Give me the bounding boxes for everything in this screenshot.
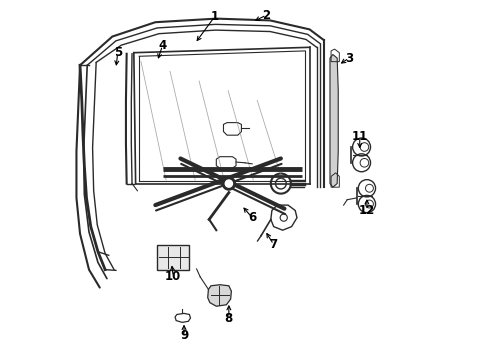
Text: 6: 6: [248, 211, 256, 224]
Text: 10: 10: [165, 270, 181, 283]
Text: 8: 8: [225, 311, 233, 325]
Polygon shape: [330, 54, 338, 187]
Text: 2: 2: [263, 9, 270, 22]
Text: 11: 11: [352, 130, 368, 144]
Text: 3: 3: [345, 51, 353, 64]
Text: 4: 4: [158, 39, 167, 52]
Text: 1: 1: [211, 10, 219, 23]
Text: 9: 9: [180, 329, 188, 342]
Text: 7: 7: [270, 238, 278, 251]
Circle shape: [225, 180, 232, 187]
Polygon shape: [208, 285, 231, 306]
Text: 5: 5: [114, 46, 122, 59]
Bar: [157, 245, 190, 270]
Text: 12: 12: [359, 204, 375, 217]
Circle shape: [222, 177, 235, 190]
